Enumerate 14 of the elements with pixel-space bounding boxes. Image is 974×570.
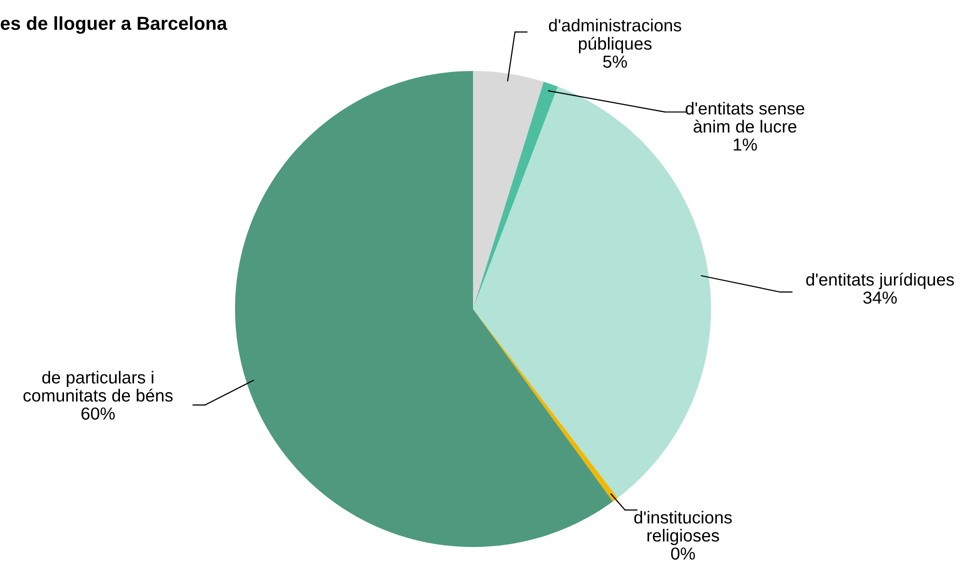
slice-label: de particulars i comunitats de béns <box>23 370 173 402</box>
data-label: 0% <box>671 547 695 560</box>
data-label: 1% <box>734 138 757 151</box>
slice-label: d'entitats sense ànim de lucre <box>686 102 804 133</box>
slice-label: d'entitats jurídiques <box>806 272 954 290</box>
pie-slice <box>235 71 613 547</box>
slice-label: d'administracions públiques <box>548 18 682 54</box>
pie-slice <box>473 82 558 309</box>
data-label: 34% <box>863 292 897 304</box>
data-label: 5% <box>603 56 627 68</box>
data-label: 60% <box>82 407 115 420</box>
pie-slice <box>473 71 544 309</box>
slice-label: d'institucions religioses <box>634 510 732 546</box>
chart-title: es de lloguer a Barcelona <box>0 16 228 34</box>
